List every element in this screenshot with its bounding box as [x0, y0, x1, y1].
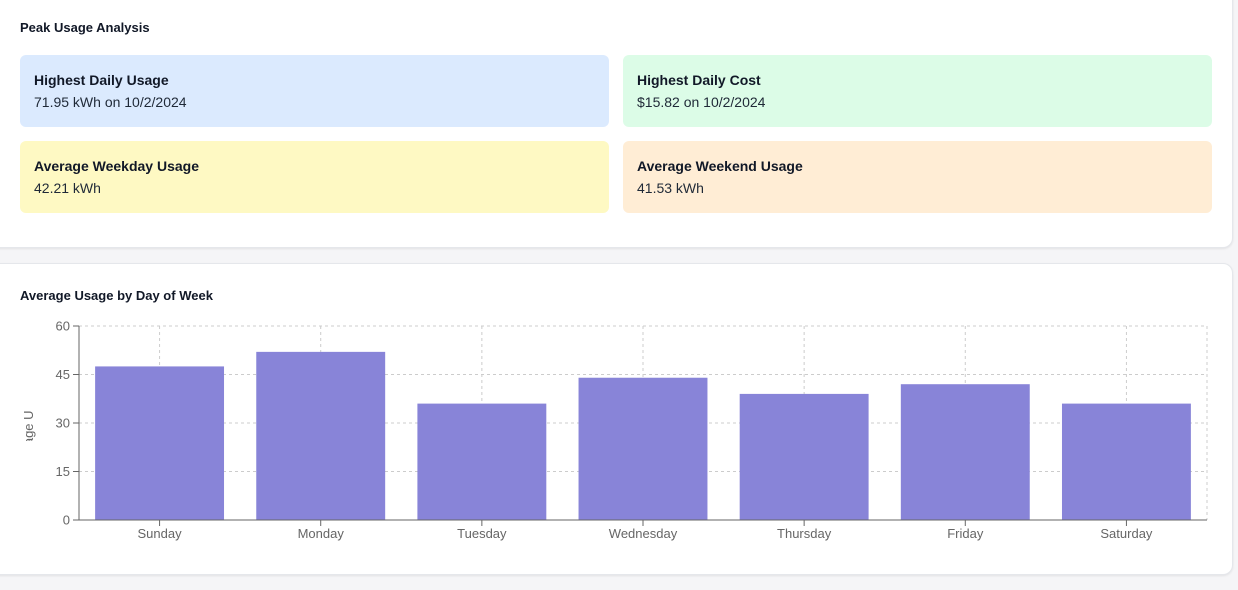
y-tick-label: 30: [56, 416, 70, 431]
x-tick-label: Monday: [298, 526, 345, 541]
x-tick-label: Wednesday: [609, 526, 678, 541]
peak-usage-card: Peak Usage Analysis Highest Daily Usage …: [0, 0, 1233, 248]
x-tick-label: Thursday: [777, 526, 832, 541]
stat-average-weekday-usage: Average Weekday Usage 42.21 kWh: [20, 141, 609, 213]
x-tick-label: Friday: [947, 526, 984, 541]
stat-value: 71.95 kWh on 10/2/2024: [34, 94, 187, 110]
y-axis-label: Average Usage (: [21, 374, 36, 472]
stat-highest-daily-usage: Highest Daily Usage 71.95 kWh on 10/2/20…: [20, 55, 609, 127]
stat-label: Highest Daily Cost: [637, 72, 761, 88]
bar-saturday: [1061, 403, 1191, 520]
stat-highest-daily-cost: Highest Daily Cost $15.82 on 10/2/2024: [623, 55, 1212, 127]
y-tick-label: 0: [63, 513, 70, 528]
bar-monday: [256, 351, 386, 520]
x-tick-label: Sunday: [138, 526, 183, 541]
bar-sunday: [95, 366, 225, 520]
stat-label: Highest Daily Usage: [34, 72, 169, 88]
peak-usage-title: Peak Usage Analysis: [20, 20, 150, 35]
stat-value: 42.21 kWh: [34, 180, 101, 196]
y-tick-label: 60: [56, 319, 70, 334]
stat-value: 41.53 kWh: [637, 180, 704, 196]
bar-wednesday: [578, 377, 708, 520]
bar-thursday: [739, 393, 869, 520]
stat-label: Average Weekend Usage: [637, 158, 803, 174]
y-tick-label: 45: [56, 367, 70, 382]
y-tick-label: 15: [56, 464, 70, 479]
x-tick-label: Tuesday: [457, 526, 507, 541]
stat-average-weekend-usage: Average Weekend Usage 41.53 kWh: [623, 141, 1212, 213]
x-tick-label: Saturday: [1100, 526, 1153, 541]
stat-label: Average Weekday Usage: [34, 158, 199, 174]
stat-value: $15.82 on 10/2/2024: [637, 94, 766, 110]
bar-tuesday: [417, 403, 547, 520]
chart-title: Average Usage by Day of Week: [20, 288, 213, 303]
bar-friday: [900, 384, 1030, 520]
